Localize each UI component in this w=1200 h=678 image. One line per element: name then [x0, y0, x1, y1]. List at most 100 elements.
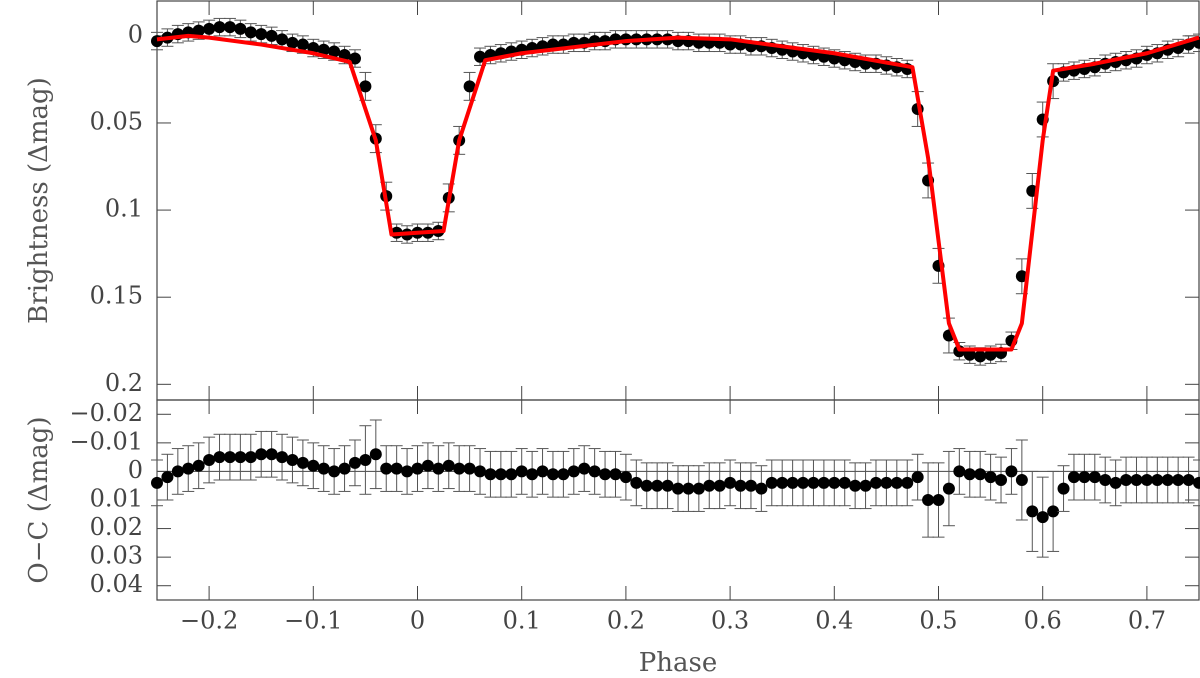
data-point: [599, 468, 612, 481]
plot-frame: [156, 0, 1200, 401]
data-point: [286, 454, 299, 466]
y-axis-title: Brightness (Δmag): [24, 77, 54, 324]
data-point: [265, 448, 278, 461]
data-point: [880, 476, 893, 489]
data-point: [1088, 471, 1101, 484]
y-tick-label: −0.01: [69, 427, 143, 455]
data-point: [984, 471, 997, 484]
data-point: [338, 462, 351, 475]
data-point: [682, 482, 695, 495]
data-point: [661, 479, 674, 492]
data-point: [995, 474, 1008, 486]
data-point: [703, 479, 716, 492]
data-point: [1015, 270, 1028, 283]
data-point: [1005, 465, 1018, 478]
data-point: [557, 468, 570, 481]
data-point: [932, 494, 945, 506]
data-point: [1109, 476, 1122, 489]
data-point: [1182, 474, 1195, 486]
data-point: [1078, 471, 1091, 484]
data-point: [421, 459, 434, 472]
data-point: [974, 350, 987, 363]
x-tick-label: 0.3: [711, 607, 749, 635]
data-point: [776, 476, 789, 489]
x-tick-label: 0: [410, 607, 425, 635]
y-tick-label: 0.04: [90, 570, 143, 598]
x-tick-label: 0.1: [503, 607, 541, 635]
data-point: [1120, 474, 1133, 486]
data-point: [286, 36, 299, 49]
data-point: [1151, 474, 1164, 486]
data-point: [390, 462, 403, 475]
data-point: [963, 348, 976, 361]
data-point: [171, 465, 184, 478]
error-series: [151, 17, 1200, 366]
data-point: [151, 476, 163, 489]
y-tick-label: 0.03: [90, 542, 143, 570]
data-point: [192, 24, 205, 37]
data-point: [369, 448, 382, 461]
data-point: [651, 479, 664, 492]
data-point: [1026, 505, 1039, 518]
error-series: [151, 419, 1200, 558]
x-tick-label: −0.2: [180, 607, 238, 635]
data-point: [1172, 474, 1185, 486]
data-point: [1193, 476, 1200, 489]
data-point: [255, 28, 268, 41]
data-point: [401, 465, 414, 478]
data-point: [442, 459, 455, 472]
data-point: [1161, 474, 1174, 486]
x-axis-title: Phase: [639, 648, 717, 678]
data-point: [692, 482, 705, 495]
data-point: [265, 29, 278, 42]
data-point: [1057, 482, 1070, 495]
x-tick-label: 0.4: [815, 607, 853, 635]
y-tick-label: 0.2: [105, 369, 143, 397]
data-point: [244, 451, 257, 464]
data-point: [911, 471, 924, 484]
data-point: [234, 22, 247, 35]
y-tick-label: −0.02: [69, 399, 143, 427]
y-tick-label: 0.01: [90, 485, 143, 513]
data-point: [567, 465, 580, 478]
data-point: [494, 468, 507, 481]
data-point: [1130, 474, 1143, 486]
data-point: [359, 80, 372, 93]
data-point: [203, 22, 216, 35]
data-point: [307, 459, 320, 472]
data-point: [640, 479, 653, 492]
data-point: [807, 476, 820, 489]
data-point: [942, 482, 955, 495]
data-point: [484, 468, 497, 481]
data-point: [244, 26, 257, 39]
data-point: [463, 80, 476, 93]
data-point: [901, 476, 914, 489]
data-point: [755, 482, 768, 495]
data-point: [1067, 471, 1080, 484]
y-tick-label: 0.15: [90, 282, 143, 310]
data-point: [609, 468, 622, 481]
data-point: [526, 468, 539, 481]
data-point: [765, 476, 778, 489]
data-point: [713, 479, 726, 492]
data-point: [984, 348, 997, 361]
data-point: [859, 479, 872, 492]
model-line: [156, 33, 1200, 352]
y-tick-label: 0.1: [105, 195, 143, 223]
data-point: [734, 479, 747, 492]
data-point: [203, 454, 216, 466]
data-point: [348, 52, 361, 65]
y-tick-label: 0.02: [90, 513, 143, 541]
data-point: [922, 494, 935, 506]
data-point: [1140, 474, 1153, 486]
data-point: [317, 462, 330, 475]
data-point: [1036, 511, 1049, 524]
x-tick-label: −0.1: [284, 607, 342, 635]
data-point: [213, 21, 226, 34]
data-point: [453, 462, 466, 475]
data-point: [953, 465, 966, 478]
data-point: [672, 482, 684, 495]
data-point: [296, 456, 309, 469]
x-tick-label: 0.5: [919, 607, 957, 635]
